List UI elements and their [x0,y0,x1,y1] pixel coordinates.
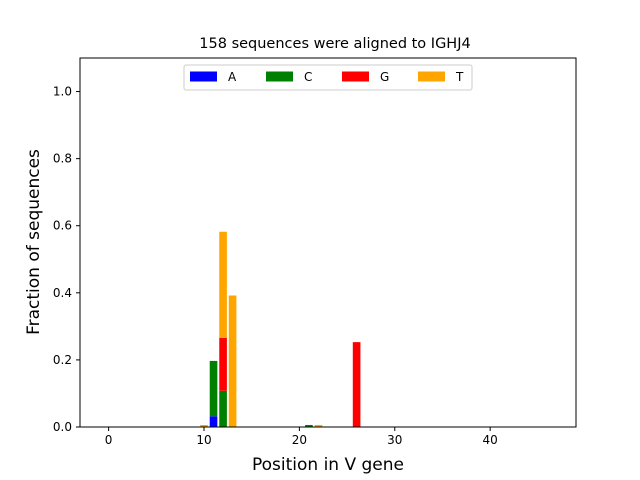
x-tick-label-40: 40 [483,433,498,447]
bar-T-x12 [219,231,227,338]
bars-group [200,231,361,427]
chart-title: 158 sequences were aligned to IGHJ4 [199,36,470,52]
bar-A-x11 [209,416,218,427]
bar-C-x21 [305,424,313,427]
bar-C-x12 [219,390,227,427]
y-tick-label-4: 0.8 [53,152,72,166]
y-axis: 0.0 0.2 0.4 0.6 0.8 1.0 [53,85,80,434]
y-tick-label-0: 0.0 [53,420,72,434]
legend-label-A: A [228,70,237,84]
bar-T-x10 [200,424,208,427]
y-axis-label: Fraction of sequences [24,149,44,335]
legend-swatch-T [418,71,445,82]
y-tick-label-5: 1.0 [53,85,72,99]
legend-label-G: G [380,70,389,84]
bar-T-x22 [314,424,323,427]
legend-swatch-G [342,71,369,82]
x-axis: 0 10 20 30 40 [105,427,498,447]
bar-T-x13 [228,295,237,427]
bar-G-x26 [352,342,361,427]
legend-label-T: T [455,70,464,84]
legend-label-C: C [304,70,312,84]
bar-G-x12 [219,337,227,391]
y-tick-label-2: 0.4 [53,286,72,300]
x-tick-label-10: 10 [196,433,211,447]
legend-swatch-A [190,71,217,82]
bar-C-x11 [209,360,218,417]
x-tick-label-20: 20 [292,433,307,447]
legend-frame [183,64,473,91]
plot-frame [79,57,577,428]
y-tick-label-3: 0.6 [53,219,72,233]
y-tick-label-1: 0.2 [53,353,72,367]
x-tick-label-0: 0 [105,433,113,447]
x-axis-label: Position in V gene [252,455,404,475]
legend-swatch-C [266,71,293,82]
x-tick-label-30: 30 [387,433,402,447]
